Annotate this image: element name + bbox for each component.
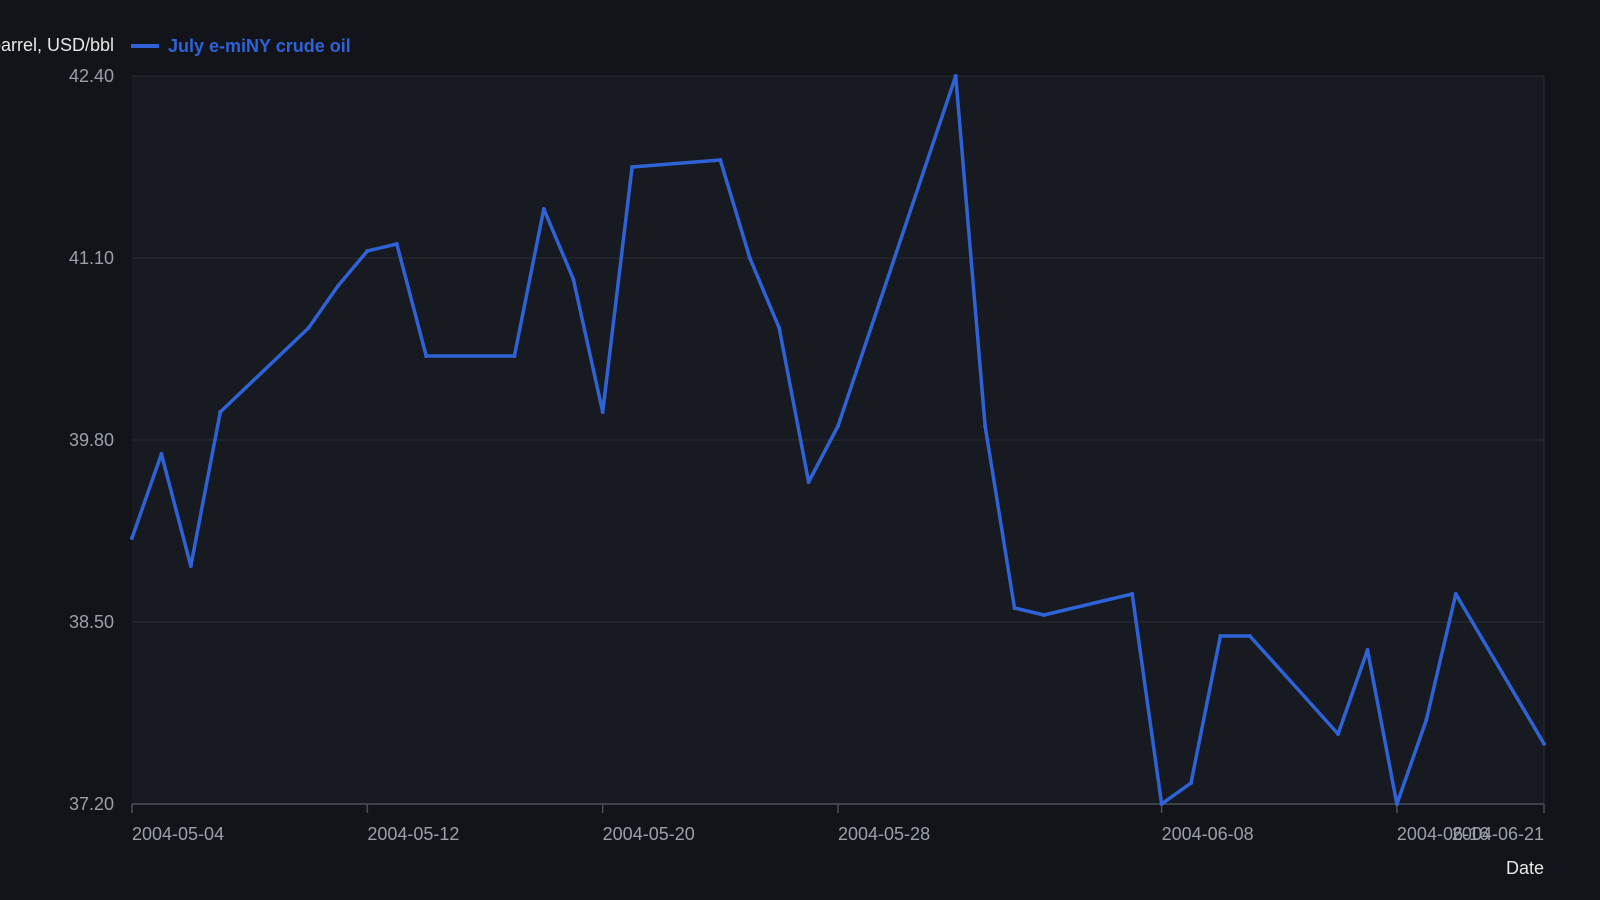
x-tick-label: 2004-06-21 bbox=[1452, 824, 1544, 844]
data-point bbox=[1365, 648, 1370, 652]
x-tick-label: 2004-05-12 bbox=[367, 824, 459, 844]
data-point bbox=[424, 354, 429, 358]
data-point bbox=[365, 249, 370, 253]
data-point bbox=[571, 277, 576, 281]
y-axis-title: Price per barrel, USD/bbl bbox=[0, 35, 114, 55]
data-point bbox=[512, 354, 517, 358]
data-point bbox=[394, 242, 399, 246]
data-point bbox=[1542, 741, 1546, 746]
data-point bbox=[306, 326, 311, 330]
legend: July e-miNY crude oil bbox=[131, 36, 351, 56]
data-point bbox=[1247, 634, 1252, 638]
data-point bbox=[159, 452, 164, 456]
data-point bbox=[188, 564, 193, 568]
data-point bbox=[1453, 592, 1458, 596]
data-point bbox=[1424, 718, 1429, 722]
legend-label: July e-miNY crude oil bbox=[168, 36, 351, 56]
data-point bbox=[1394, 802, 1399, 806]
y-tick-label: 38.50 bbox=[69, 612, 114, 632]
data-point bbox=[1218, 634, 1223, 638]
x-tick-label: 2004-05-20 bbox=[603, 824, 695, 844]
data-point bbox=[1189, 781, 1193, 785]
data-point bbox=[1130, 592, 1135, 596]
x-axis-title: Date bbox=[1506, 858, 1544, 878]
x-tick-label: 2004-05-28 bbox=[838, 824, 930, 844]
data-point bbox=[747, 256, 752, 260]
y-tick-label: 42.40 bbox=[69, 66, 114, 86]
y-tick-labels: 37.20 38.50 39.80 41.10 42.40 bbox=[69, 66, 114, 814]
y-tick-label: 39.80 bbox=[69, 430, 114, 450]
x-tick-labels: 2004-05-04 2004-05-12 2004-05-20 2004-05-28… bbox=[131, 804, 1545, 844]
series-line-july-e-miny-crude-oil bbox=[130, 74, 1546, 806]
data-point bbox=[218, 410, 223, 414]
data-point bbox=[718, 158, 723, 162]
x-tick-label: 2004-06-08 bbox=[1162, 824, 1254, 844]
data-point bbox=[777, 326, 782, 330]
x-tick-label: 2004-05-04 bbox=[132, 824, 224, 844]
y-tick-label: 37.20 bbox=[69, 794, 114, 814]
data-point bbox=[806, 480, 811, 484]
data-point bbox=[983, 424, 988, 428]
data-point bbox=[953, 74, 958, 78]
data-point bbox=[541, 207, 546, 211]
data-point bbox=[600, 410, 605, 414]
data-point bbox=[1012, 606, 1017, 610]
data-point bbox=[1159, 802, 1164, 806]
data-point bbox=[1041, 613, 1046, 617]
data-point bbox=[335, 284, 340, 288]
data-point bbox=[836, 424, 840, 428]
y-tick-label: 41.10 bbox=[69, 248, 114, 268]
x-tick-label: 2004-06-16 bbox=[1397, 824, 1489, 844]
data-point bbox=[130, 536, 134, 540]
series-layer bbox=[130, 74, 1546, 806]
data-point bbox=[1336, 732, 1341, 736]
data-point bbox=[630, 165, 635, 169]
